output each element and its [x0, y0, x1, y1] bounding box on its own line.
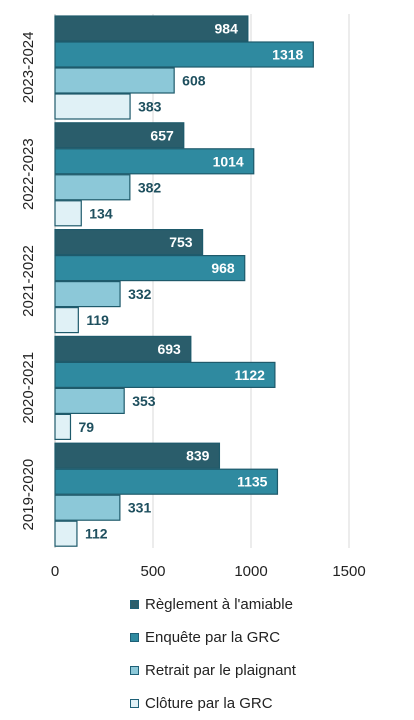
bar-enquete	[54, 255, 246, 282]
data-label: 1014	[213, 153, 244, 169]
data-label: 753	[169, 234, 193, 250]
category-label: 2022-2023	[20, 138, 37, 210]
data-label: 119	[86, 312, 109, 328]
legend-label-cloture: Clôture par la GRC	[145, 695, 273, 712]
bar-reglement	[54, 442, 221, 469]
x-tick-label: 500	[140, 563, 165, 580]
data-label: 968	[211, 260, 235, 276]
bar-cloture	[54, 93, 131, 120]
data-label: 984	[215, 21, 239, 37]
bar-cloture	[54, 413, 72, 440]
data-label: 353	[132, 393, 156, 409]
category-label: 2023-2024	[20, 32, 37, 104]
x-tick-label: 1500	[332, 563, 365, 580]
category-label: 2021-2022	[20, 245, 37, 317]
bar-enquete	[54, 468, 279, 495]
bar-retrait	[54, 387, 125, 414]
legend-swatch-cloture	[130, 699, 139, 708]
legend: Règlement à l'amiable Enquête par la GRC…	[130, 588, 400, 720]
legend-swatch-enquete	[130, 633, 139, 642]
bar-cloture	[54, 307, 79, 334]
legend-label-enquete: Enquête par la GRC	[145, 629, 281, 646]
legend-label-retrait: Retrait par le plaignant	[145, 662, 296, 679]
bar-retrait	[54, 281, 121, 308]
bar-cloture	[54, 520, 78, 547]
data-label: 608	[182, 73, 206, 89]
bar-enquete	[54, 41, 314, 68]
data-label: 382	[138, 179, 162, 195]
data-label: 383	[138, 99, 162, 115]
bar-reglement	[54, 229, 204, 256]
bar-reglement	[54, 15, 249, 42]
data-label: 79	[78, 419, 94, 435]
bar-reglement	[54, 122, 185, 149]
data-label: 332	[128, 286, 152, 302]
data-label: 112	[85, 526, 108, 542]
data-label: 693	[157, 341, 181, 357]
data-label: 1122	[235, 367, 266, 383]
legend-item-cloture: Clôture par la GRC	[130, 687, 400, 720]
bar-enquete	[54, 361, 276, 388]
data-label: 1318	[272, 47, 303, 63]
legend-item-reglement: Règlement à l'amiable	[130, 588, 400, 621]
bar-cloture	[54, 200, 82, 227]
data-label: 839	[186, 448, 210, 464]
data-label: 1135	[237, 474, 268, 490]
data-label: 134	[89, 205, 113, 221]
data-label: 657	[150, 127, 174, 143]
bar-retrait	[54, 174, 131, 201]
x-tick-label: 1000	[234, 563, 267, 580]
bar-enquete	[54, 148, 255, 175]
category-label: 2020-2021	[20, 352, 37, 424]
bar-retrait	[54, 494, 121, 521]
legend-item-enquete: Enquête par la GRC	[130, 621, 400, 654]
legend-item-retrait: Retrait par le plaignant	[130, 654, 400, 687]
category-label: 2019-2020	[20, 459, 37, 531]
x-tick-label: 0	[51, 563, 59, 580]
legend-label-reglement: Règlement à l'amiable	[145, 596, 293, 613]
bar-retrait	[54, 67, 175, 94]
data-label: 331	[128, 500, 152, 516]
bar-reglement	[54, 335, 192, 362]
legend-swatch-reglement	[130, 600, 139, 609]
legend-swatch-retrait	[130, 666, 139, 675]
